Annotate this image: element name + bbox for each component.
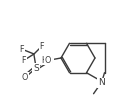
Text: F: F [40,42,44,51]
Text: F: F [22,56,26,64]
Text: O: O [45,56,51,64]
Text: F: F [20,45,24,54]
Text: S: S [33,63,39,72]
Text: N: N [98,78,105,87]
Text: O: O [22,72,28,81]
Text: HN: HN [41,56,53,64]
